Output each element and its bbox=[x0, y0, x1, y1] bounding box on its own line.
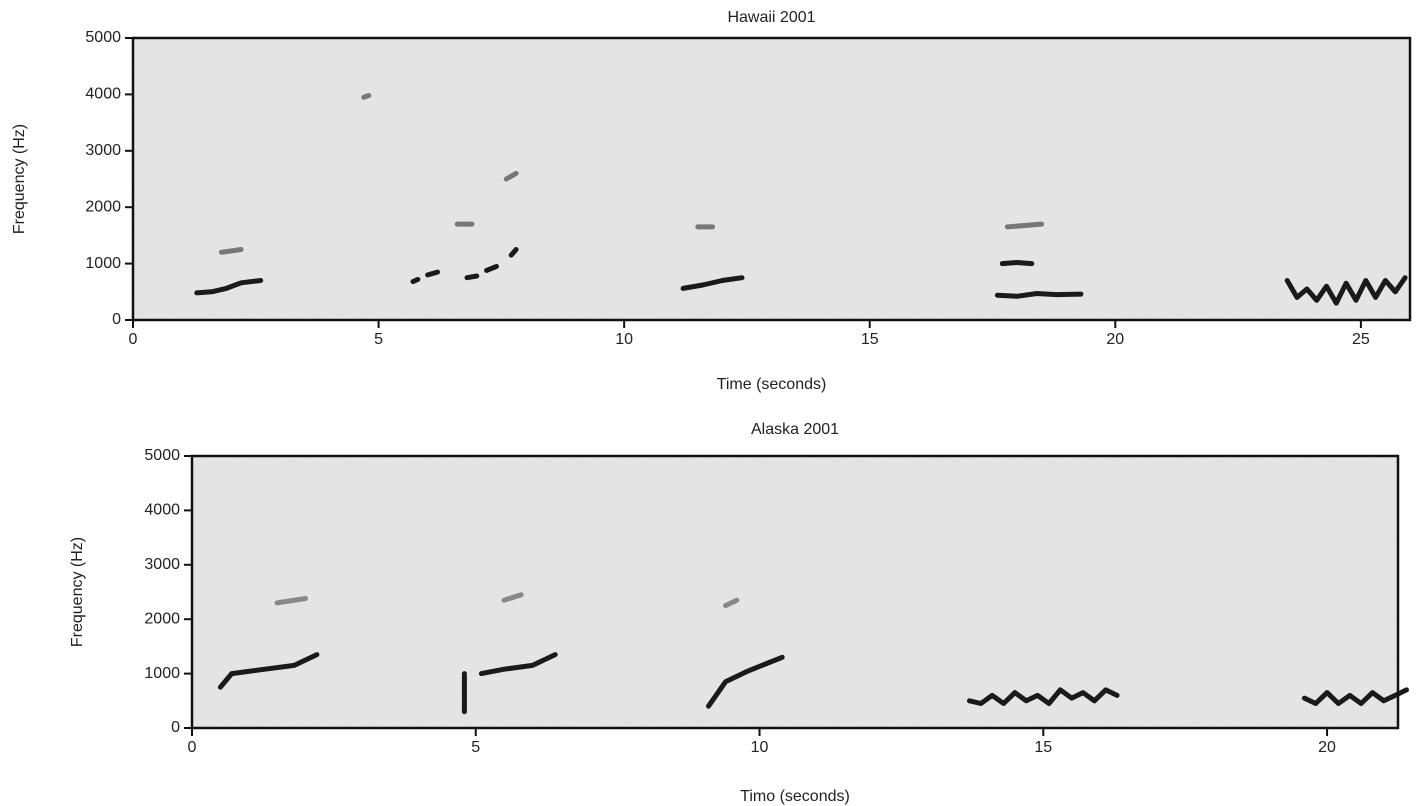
y-tick-label: 0 bbox=[112, 311, 121, 328]
spectrogram-noise bbox=[192, 456, 1398, 728]
chart-title: Alaska 2001 bbox=[751, 421, 839, 438]
y-tick-label: 3000 bbox=[144, 556, 180, 573]
trace bbox=[967, 687, 1120, 706]
y-tick-label: 5000 bbox=[144, 447, 180, 464]
trace bbox=[217, 652, 320, 690]
y-axis-label: Frequency (Hz) bbox=[69, 537, 86, 647]
trace bbox=[194, 278, 264, 296]
trace bbox=[274, 592, 740, 609]
x-tick-label: 25 bbox=[1352, 331, 1370, 348]
trace bbox=[999, 260, 1035, 267]
x-axis-label: Timo (seconds) bbox=[740, 788, 850, 805]
x-axis-label: Time (seconds) bbox=[717, 376, 827, 393]
x-tick-label: 15 bbox=[1034, 739, 1052, 756]
trace bbox=[706, 654, 785, 709]
trace bbox=[1284, 275, 1408, 306]
y-tick-label: 1000 bbox=[144, 665, 180, 682]
trace bbox=[680, 275, 745, 291]
y-axis-label: Frequency (Hz) bbox=[11, 124, 28, 234]
y-tick-label: 2000 bbox=[85, 198, 121, 215]
x-tick-label: 5 bbox=[471, 739, 480, 756]
x-tick-label: 10 bbox=[751, 739, 769, 756]
y-tick-label: 0 bbox=[171, 719, 180, 736]
x-tick-label: 20 bbox=[1106, 331, 1124, 348]
spectrogram-noise bbox=[133, 38, 1410, 320]
x-tick-label: 20 bbox=[1318, 739, 1336, 756]
x-tick-label: 5 bbox=[374, 331, 383, 348]
y-tick-label: 4000 bbox=[144, 502, 180, 519]
trace bbox=[1301, 687, 1409, 706]
x-tick-label: 10 bbox=[615, 331, 633, 348]
trace bbox=[410, 247, 519, 285]
x-tick-label: 0 bbox=[188, 739, 197, 756]
trace bbox=[478, 652, 558, 677]
trace bbox=[994, 291, 1084, 299]
chart-title: Hawaii 2001 bbox=[727, 9, 815, 26]
y-tick-label: 4000 bbox=[85, 86, 121, 103]
plot-frame bbox=[131, 36, 1412, 322]
y-tick-label: 3000 bbox=[85, 142, 121, 159]
y-tick-label: 1000 bbox=[85, 255, 121, 272]
y-tick-label: 2000 bbox=[144, 610, 180, 627]
x-tick-label: 15 bbox=[861, 331, 879, 348]
plot-frame bbox=[190, 454, 1400, 730]
trace bbox=[218, 93, 1045, 255]
y-tick-label: 5000 bbox=[85, 29, 121, 46]
x-tick-label: 0 bbox=[129, 331, 138, 348]
